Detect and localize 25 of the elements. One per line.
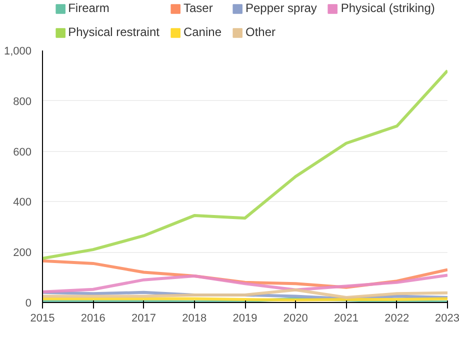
y-tick-label: 800	[13, 96, 32, 108]
y-tick-label: 600	[13, 146, 32, 158]
x-tick-label: 2021	[334, 312, 358, 324]
x-tick-label: 2015	[30, 312, 55, 324]
y-tick-label: 400	[13, 196, 32, 209]
y-tick-label: 200	[13, 247, 32, 260]
legend-label: Physical restraint	[68, 25, 160, 39]
legend-label: Firearm	[68, 1, 110, 15]
x-tick-label: 2023	[435, 312, 459, 324]
x-tick-label: 2017	[132, 312, 156, 324]
legend-label: Physical (striking)	[340, 1, 435, 15]
legend-label: Canine	[183, 25, 222, 39]
x-tick-label: 2019	[232, 312, 258, 324]
y-tick-label: 0	[25, 298, 32, 310]
y-tick-label: 1,000	[4, 46, 32, 58]
line-series	[42, 69, 448, 260]
line-series	[42, 288, 448, 299]
x-tick-label: 2020	[283, 312, 308, 324]
legend-label: Other	[246, 25, 276, 39]
x-tick-label: 2018	[182, 312, 207, 324]
x-tick-label: 2022	[384, 312, 410, 324]
legend-label: Taser	[183, 1, 213, 15]
line-series	[42, 274, 448, 294]
x-tick-label: 2016	[80, 312, 106, 324]
legend-label: Pepper spray	[246, 1, 317, 15]
